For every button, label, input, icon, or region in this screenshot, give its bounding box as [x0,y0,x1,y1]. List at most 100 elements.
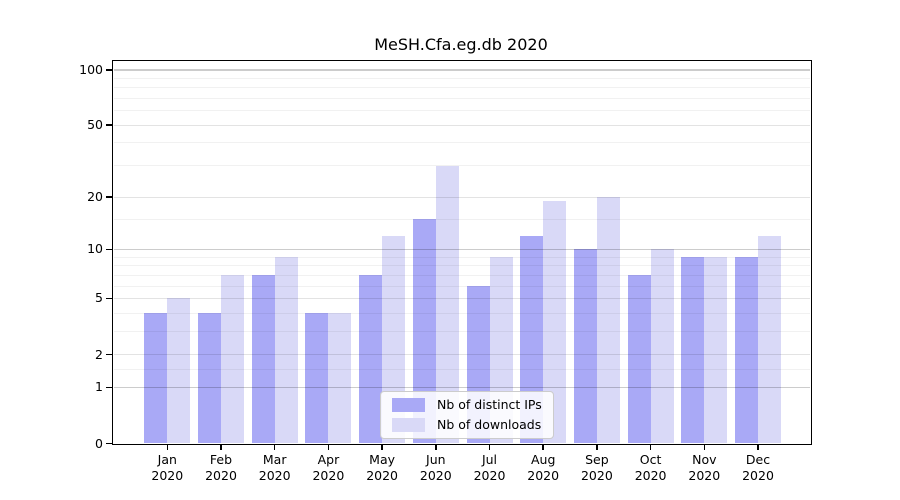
bar [144,313,168,444]
y-tick-label: 1 [95,379,103,395]
y-tick-label: 100 [79,61,103,77]
minor-gridline [114,274,810,276]
x-tick-label: Nov 2020 [674,452,734,484]
chart-title: MeSH.Cfa.eg.db 2020 [374,35,548,54]
y-tick-label: 5 [95,290,103,306]
x-tick-label-line: 2020 [258,468,291,483]
x-tick-mark [596,444,598,451]
x-tick-mark [703,444,706,451]
y-tick-label: 20 [87,189,103,205]
x-tick-mark [166,444,169,451]
x-tick-label-line: Oct [639,452,662,467]
minor-gridline [114,165,810,167]
legend-label: Nb of downloads [437,417,542,432]
x-tick-mark [542,444,544,451]
bar [359,275,383,444]
major-gridline [114,124,810,126]
x-tick-label: Mar 2020 [245,452,305,484]
x-tick-mark [381,444,383,451]
x-tick-mark [757,444,759,451]
x-tick-label: Jan 2020 [137,452,197,484]
major-gridline [114,353,810,356]
minor-gridline [114,98,810,100]
x-tick-mark [273,444,276,451]
bar [435,165,459,444]
x-tick-mark [488,444,491,451]
bar [274,257,298,444]
bar [198,313,221,444]
x-tick-label-line: 2020 [580,468,613,483]
bar [650,249,674,444]
bar [704,257,728,444]
y-tick-label: 0 [95,435,103,451]
bar [221,275,244,444]
x-tick-mark [327,444,330,451]
major-gridline [114,297,810,300]
y-tick-mark [105,442,113,445]
bar [573,249,597,444]
x-tick-label-line: Jan [157,452,177,467]
x-tick-label: Aug 2020 [513,452,573,484]
y-tick-label: 10 [87,241,103,257]
x-tick-label-line: 2020 [419,468,452,483]
y-tick-label: 50 [87,117,103,133]
x-tick-label-line: 2020 [366,468,398,483]
x-tick-label: Sep 2020 [567,452,627,484]
x-tick-label: Oct 2020 [621,452,681,484]
bar [328,313,352,444]
y-tick-mark [105,248,113,251]
y-tick-mark [105,353,113,356]
minor-gridline [114,256,810,258]
bar [735,257,758,444]
x-tick-label-line: 2020 [205,468,237,483]
major-gridline [114,248,810,251]
legend-entry: Nb of downloads [392,417,542,433]
y-tick-mark [105,386,113,389]
minor-gridline [114,368,810,370]
x-tick-label-line: Mar [262,452,287,467]
bar [681,257,705,444]
legend-swatch [392,418,425,432]
x-tick-label-line: Jul [481,452,498,467]
x-tick-label-line: Jun [426,452,446,467]
x-tick-label: Jun 2020 [406,452,466,484]
minor-gridline [114,265,810,267]
bar [305,313,329,444]
minor-gridline [114,110,810,112]
bar [596,197,620,444]
minor-gridline [114,330,810,332]
legend-swatch [392,398,425,412]
y-tick-mark [105,124,113,127]
plot-area: Nb of distinct IPs Nb of downloads [114,62,810,444]
x-tick-label-line: 2020 [527,468,560,483]
bar [412,219,436,444]
x-tick-mark [435,444,437,451]
legend-entry: Nb of distinct IPs [392,397,542,413]
x-tick-label-line: Sep [585,452,609,467]
minor-gridline [114,142,810,144]
x-tick-label-line: Aug [530,452,556,467]
bar [758,235,781,444]
x-tick-label: Dec 2020 [728,452,788,484]
major-gridline [114,69,810,71]
x-tick-label-line: 2020 [688,468,721,483]
minor-gridline [114,77,810,79]
x-tick-label-line: 2020 [742,468,774,483]
x-tick-label-line: Feb [209,452,233,467]
y-tick-mark [105,69,113,71]
x-tick-label: Jul 2020 [460,452,520,484]
x-tick-mark [220,444,222,451]
y-tick-mark [105,297,113,300]
y-tick-mark [105,196,113,198]
legend-label: Nb of distinct IPs [437,397,542,412]
x-tick-mark [649,444,652,451]
x-tick-label-line: 2020 [634,468,667,483]
y-tick-label: 2 [95,346,103,362]
x-tick-label-line: Apr [317,452,340,467]
x-tick-label-line: Dec [745,452,771,467]
minor-gridline [114,87,810,89]
minor-gridline [114,285,810,287]
bar [167,298,191,444]
bar [251,275,275,444]
